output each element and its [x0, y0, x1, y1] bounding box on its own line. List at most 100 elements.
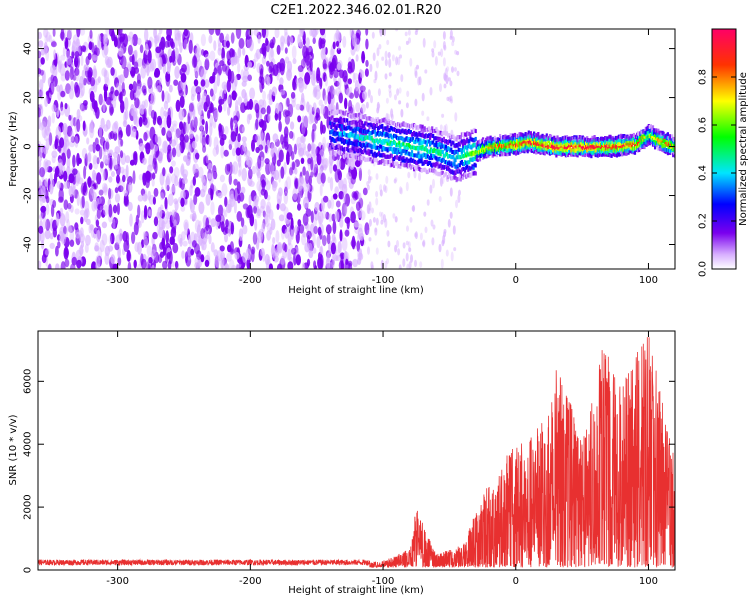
- noise-speck: [266, 76, 271, 86]
- noise-speck: [81, 195, 85, 209]
- noise-speck: [230, 222, 235, 235]
- noise-speck: [356, 233, 361, 242]
- sparse-speck: [421, 92, 425, 102]
- noise-speck: [297, 142, 302, 153]
- noise-speck: [187, 246, 192, 258]
- signal-cell: [518, 147, 521, 152]
- noise-speck: [75, 249, 82, 260]
- signal-cell: [654, 145, 657, 150]
- noise-speck: [347, 65, 353, 74]
- signal-cell: [552, 150, 555, 155]
- noise-speck: [277, 246, 283, 254]
- signal-cell: [396, 161, 399, 166]
- signal-cell: [464, 168, 467, 173]
- signal-cell: [370, 149, 373, 154]
- noise-speck: [45, 138, 50, 151]
- noise-speck: [332, 220, 337, 235]
- signal-cell: [359, 134, 363, 139]
- noise-speck: [286, 69, 292, 81]
- noise-speck: [101, 209, 106, 218]
- noise-speck: [51, 112, 55, 124]
- noise-speck: [123, 197, 130, 207]
- sparse-speck: [413, 170, 417, 179]
- noise-speck: [194, 262, 200, 269]
- signal-cell: [462, 148, 466, 153]
- signal-cell: [354, 140, 357, 145]
- noise-speck: [137, 57, 143, 67]
- noise-speck: [268, 161, 275, 174]
- signal-cell: [331, 115, 334, 120]
- x-tick-label: 0: [513, 275, 519, 286]
- y-tick-label: 2000: [23, 494, 34, 519]
- signal-cell: [655, 131, 658, 136]
- signal-cell: [427, 126, 431, 131]
- signal-cell: [387, 139, 390, 144]
- noise-speck: [295, 77, 299, 85]
- signal-cell: [436, 162, 439, 167]
- signal-cell: [638, 148, 641, 152]
- noise-speck: [64, 61, 68, 68]
- signal-cell: [604, 140, 607, 145]
- noise-speck: [202, 90, 207, 103]
- noise-speck: [364, 68, 369, 77]
- noise-speck: [98, 93, 103, 106]
- sparse-speck: [371, 31, 375, 39]
- noise-speck: [83, 64, 90, 72]
- noise-speck: [96, 172, 102, 185]
- signal-cell: [526, 137, 529, 142]
- noise-speck: [45, 195, 50, 204]
- noise-speck: [274, 29, 280, 39]
- signal-cell: [367, 149, 370, 154]
- noise-speck: [352, 72, 356, 84]
- noise-speck: [108, 234, 112, 245]
- noise-speck: [252, 232, 258, 245]
- noise-speck: [343, 251, 350, 263]
- noise-speck: [38, 160, 42, 168]
- sparse-speck: [453, 67, 457, 72]
- noise-speck: [143, 88, 147, 96]
- signal-cell: [373, 143, 376, 148]
- noise-speck: [285, 176, 292, 190]
- noise-speck: [212, 71, 216, 84]
- noise-speck: [112, 218, 116, 230]
- sparse-speck: [406, 263, 410, 269]
- signal-cell: [655, 134, 658, 139]
- noise-speck: [356, 240, 361, 253]
- sparse-speck: [422, 239, 426, 248]
- noise-speck: [72, 34, 79, 45]
- noise-speck: [189, 197, 193, 210]
- signal-cell: [560, 138, 563, 143]
- noise-speck: [266, 60, 270, 67]
- noise-speck: [323, 94, 328, 105]
- colorbar-gradient: [712, 29, 736, 269]
- sparse-speck: [365, 101, 369, 109]
- noise-speck: [353, 72, 359, 80]
- signal-cell: [613, 142, 616, 147]
- noise-speck: [355, 201, 361, 211]
- sparse-speck: [452, 225, 456, 235]
- noise-speck: [85, 56, 90, 66]
- noise-speck: [232, 148, 236, 157]
- signal-cell: [664, 143, 667, 148]
- sparse-speck: [388, 72, 392, 77]
- noise-speck: [152, 196, 156, 205]
- noise-speck: [55, 125, 62, 139]
- signal-cell: [390, 153, 393, 158]
- noise-speck: [152, 231, 158, 240]
- sparse-speck: [446, 66, 450, 72]
- noise-speck: [182, 37, 187, 50]
- sparse-speck: [374, 227, 378, 236]
- noise-speck: [286, 249, 292, 261]
- noise-speck: [331, 153, 335, 163]
- noise-speck: [38, 260, 42, 269]
- noise-speck: [261, 56, 267, 65]
- noise-speck: [170, 41, 175, 49]
- noise-speck: [79, 29, 86, 36]
- noise-speck: [58, 59, 63, 70]
- noise-speck: [322, 235, 327, 247]
- snr-x-axis: -300 -200 -100 0 100: [106, 331, 658, 587]
- noise-speck: [68, 173, 75, 184]
- noise-speck: [277, 263, 283, 269]
- noise-speck: [254, 198, 259, 207]
